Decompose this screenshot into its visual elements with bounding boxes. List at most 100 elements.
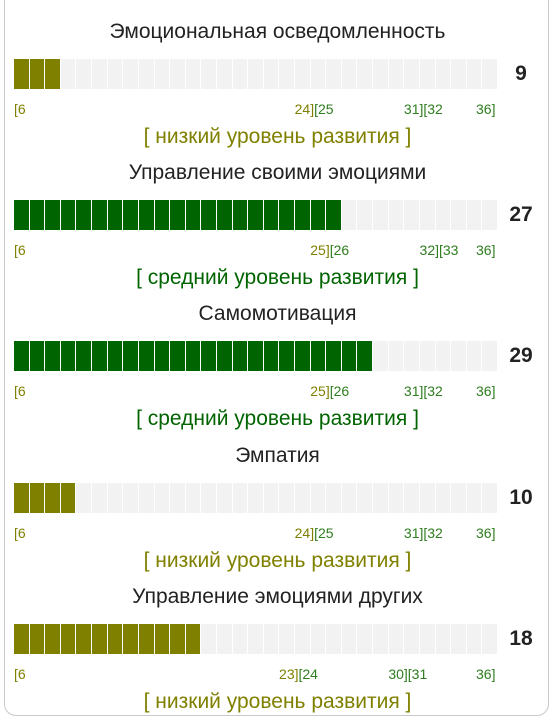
tick-end: 36] — [476, 101, 496, 117]
bar-cell-empty — [373, 624, 389, 654]
bar-cell-empty — [357, 200, 374, 230]
bar-cell-empty — [248, 59, 264, 89]
section-title: Управление своими эмоциями — [128, 161, 427, 184]
bar-cell-empty — [138, 483, 155, 513]
tick-end: 36] — [476, 242, 496, 258]
bar-cell-filled — [357, 341, 374, 371]
bar-cell-empty — [435, 59, 452, 89]
tick-boundary-1: 24][25 — [294, 525, 334, 541]
bar-cell-empty — [373, 200, 389, 230]
bar-cell-filled — [60, 200, 77, 230]
bar-cell-filled — [248, 341, 264, 371]
bar-cell-empty — [404, 483, 420, 513]
bar-cell-filled — [232, 341, 249, 371]
bar-cell-empty — [248, 483, 264, 513]
bar-cell-empty — [388, 483, 405, 513]
bar-cell-filled — [341, 341, 358, 371]
bar-cell-empty — [326, 59, 342, 89]
bar-cell-empty — [154, 483, 171, 513]
bar-cell-filled — [45, 341, 61, 371]
bar-cell-empty — [201, 483, 217, 513]
level-label: [ средний уровень развития ] — [136, 407, 419, 430]
score-value: 18 — [509, 627, 533, 650]
bar-cell-empty — [279, 624, 296, 654]
section-managing-own-emotions: Управление своими эмоциями 27 [6 25][26 … — [0, 158, 555, 300]
bar-cell-empty — [482, 59, 498, 89]
tick-start: [6 — [14, 383, 26, 399]
tick-end: 36] — [476, 383, 496, 399]
bar-cell-empty — [435, 483, 452, 513]
bar-cell-empty — [185, 59, 202, 89]
bar-cell-empty — [138, 59, 155, 89]
bar-cell-empty — [388, 624, 405, 654]
bar-cell-filled — [76, 200, 93, 230]
bar-cell-empty — [279, 483, 296, 513]
level-label: [ средний уровень развития ] — [136, 266, 419, 289]
tick-end: 36] — [476, 666, 496, 682]
bar-cell-empty — [216, 624, 233, 654]
bar-cell-filled — [326, 341, 342, 371]
bar-cell-empty — [373, 483, 389, 513]
bar-cell-filled — [45, 59, 61, 89]
bar-cell-empty — [232, 59, 249, 89]
bar-cell-empty — [404, 200, 420, 230]
tick-boundary-1: 25][26 — [310, 242, 350, 258]
tick-boundary-2: 30][31 — [388, 666, 428, 682]
bar-cell-filled — [154, 624, 171, 654]
bar-cell-filled — [216, 200, 233, 230]
bar-cell-filled — [107, 200, 124, 230]
bar-cell-empty — [92, 59, 108, 89]
tick-start: [6 — [14, 666, 26, 682]
bar-cell-filled — [60, 624, 77, 654]
section-empathy: Эмпатия 10 [6 24][25 31][32 36] [ низкий… — [0, 441, 555, 583]
bar-cell-filled — [295, 341, 311, 371]
tick-start: [6 — [14, 242, 26, 258]
bar-cell-empty — [263, 483, 280, 513]
bar-cell-empty — [419, 624, 436, 654]
bar-cell-empty — [419, 341, 436, 371]
bar-cell-empty — [310, 624, 327, 654]
bar-cell-filled — [14, 624, 30, 654]
bar-cell-empty — [216, 59, 233, 89]
bar-cell-filled — [29, 624, 46, 654]
bar-cell-filled — [45, 483, 61, 513]
bar-cell-filled — [170, 341, 186, 371]
bar-cell-empty — [388, 59, 405, 89]
bar-cell-empty — [341, 59, 358, 89]
bar-cell-empty — [76, 483, 93, 513]
bar-cell-empty — [232, 483, 249, 513]
bar-cell-filled — [154, 200, 171, 230]
bar-cell-empty — [185, 483, 202, 513]
bar-cell-filled — [326, 200, 342, 230]
bar-cell-empty — [295, 624, 311, 654]
bar-cell-filled — [29, 59, 46, 89]
bar-cell-filled — [76, 624, 93, 654]
bar-cell-empty — [263, 59, 280, 89]
bar-cell-empty — [201, 624, 217, 654]
section-title: Эмпатия — [235, 444, 320, 467]
bar-cell-filled — [295, 200, 311, 230]
bar-cell-filled — [216, 341, 233, 371]
bar-cell-empty — [107, 59, 124, 89]
bar-cell-empty — [435, 200, 452, 230]
bar-cell-empty — [357, 483, 374, 513]
bar-cell-filled — [201, 341, 217, 371]
bar-cell-empty — [388, 341, 405, 371]
bar-cell-empty — [482, 200, 498, 230]
bar-cell-filled — [310, 200, 327, 230]
bar-cell-empty — [451, 483, 467, 513]
bar-cell-empty — [279, 59, 296, 89]
bar-cell-empty — [435, 624, 452, 654]
section-title: Эмоциональная осведомленность — [109, 20, 446, 43]
bar-cell-empty — [154, 59, 171, 89]
bar-cell-filled — [92, 341, 108, 371]
bar-cell-filled — [232, 200, 249, 230]
bar-cell-filled — [138, 341, 155, 371]
bar-cell-filled — [310, 341, 327, 371]
bar-cell-empty — [326, 624, 342, 654]
section-self-motivation: Самомотивация 29 [6 25][26 31][32 36] [ … — [0, 299, 555, 441]
bar-cell-filled — [29, 341, 46, 371]
bar-cell-empty — [216, 483, 233, 513]
bar-cell-empty — [419, 483, 436, 513]
tick-boundary-2: 31][32 — [403, 383, 443, 399]
